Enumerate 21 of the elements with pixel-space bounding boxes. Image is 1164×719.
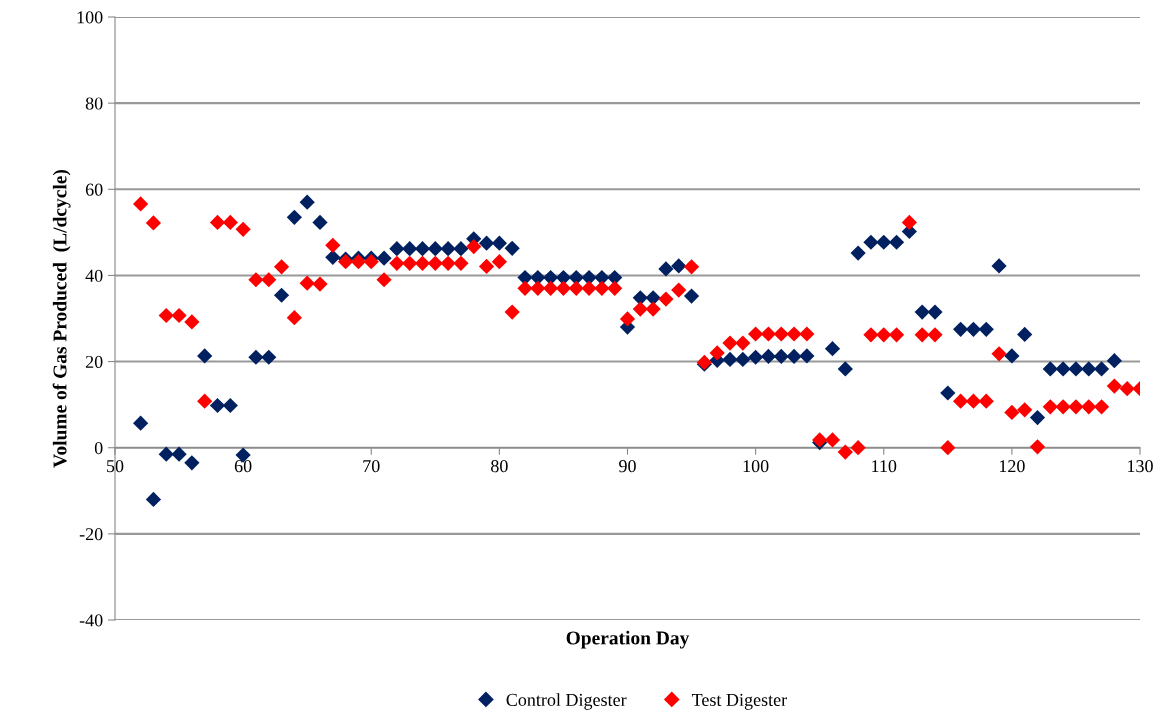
- x-tick-label: 130: [1128, 460, 1153, 473]
- legend-label: Control Digester: [506, 693, 627, 710]
- x-tick-label: 120: [999, 460, 1025, 473]
- y-tick-label: -20: [79, 528, 103, 541]
- y-tick-label: 60: [85, 183, 103, 196]
- y-tick-label: -40: [79, 614, 103, 627]
- x-tick-label: 100: [743, 460, 769, 473]
- y-tick-label: 40: [85, 269, 103, 282]
- y-tick-label: 20: [85, 355, 103, 369]
- y-tick-label: 100: [77, 11, 103, 24]
- x-tick-label: 90: [619, 460, 636, 473]
- y-tick-label: 0: [94, 441, 103, 455]
- x-tick-label: 110: [872, 460, 897, 473]
- y-tick-label: 80: [85, 97, 103, 110]
- y-axis-title: Volume of Gas Produced (L/dcycle): [52, 170, 71, 468]
- x-tick-label: 60: [234, 460, 252, 473]
- x-axis-title: Operation Day: [566, 630, 690, 649]
- x-tick-label: 80: [491, 460, 508, 473]
- x-tick-label: 50: [107, 460, 124, 473]
- legend-label: Test Digester: [691, 693, 787, 710]
- x-tick-label: 70: [363, 460, 380, 473]
